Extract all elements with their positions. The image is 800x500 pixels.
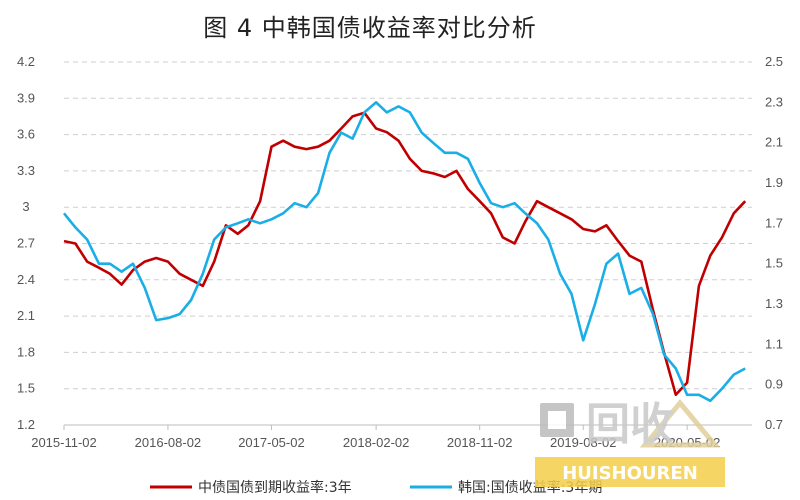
left-tick-label: 2.7 — [17, 236, 35, 251]
left-tick-label: 1.2 — [17, 417, 35, 432]
right-tick-label: 2.1 — [765, 135, 783, 150]
right-tick-label: 2.3 — [765, 94, 783, 109]
right-tick-label: 0.7 — [765, 417, 783, 432]
grid-lines — [64, 61, 752, 390]
watermark-main: 回收 — [586, 399, 674, 450]
left-tick-label: 4.2 — [17, 54, 35, 69]
right-tick-label: 2.5 — [765, 54, 783, 69]
watermark-sub: HUISHOUREN — [562, 463, 698, 484]
series-line-2 — [62, 101, 746, 403]
chart-title: 图 4 中韩国债收益率对比分析 — [203, 14, 537, 42]
series-line-1 — [63, 111, 747, 397]
x-tick-label: 2019-08-02 — [550, 435, 617, 450]
right-tick-label: 0.9 — [765, 377, 783, 392]
right-y-ticks: 0.7 0.9 1.1 1.3 1.5 1.7 1.9 2.1 2.3 2.5 — [765, 54, 783, 432]
right-tick-label: 1.9 — [765, 175, 783, 190]
x-tick-label: 2016-08-02 — [135, 435, 202, 450]
x-tick-label: 2018-11-02 — [447, 435, 513, 450]
right-tick-label: 1.5 — [765, 256, 783, 271]
left-tick-label: 3 — [22, 199, 29, 214]
left-tick-label: 1.8 — [17, 344, 35, 359]
right-tick-label: 1.1 — [765, 336, 783, 351]
x-tick-label: 2017-05-02 — [238, 435, 305, 450]
left-tick-label: 3.3 — [17, 163, 35, 178]
right-tick-label: 1.7 — [765, 215, 783, 230]
left-y-ticks: 1.2 1.5 1.8 2.1 2.4 2.7 3 3.3 3.6 3.9 4.2 — [17, 54, 35, 432]
left-tick-label: 2.1 — [17, 308, 35, 323]
right-tick-label: 1.3 — [765, 296, 783, 311]
x-tick-label: 2015-11-02 — [31, 435, 97, 450]
left-tick-label: 2.4 — [17, 272, 35, 287]
left-tick-label: 3.9 — [17, 90, 35, 105]
left-tick-label: 3.6 — [17, 127, 35, 142]
legend-label: 中债国债到期收益率:3年 — [198, 479, 352, 496]
series-lines — [62, 101, 747, 403]
left-tick-label: 1.5 — [17, 381, 35, 396]
x-tick-label: 2018-02-02 — [343, 435, 410, 450]
watermark-logo: 回收 HUISHOUREN — [535, 399, 725, 487]
